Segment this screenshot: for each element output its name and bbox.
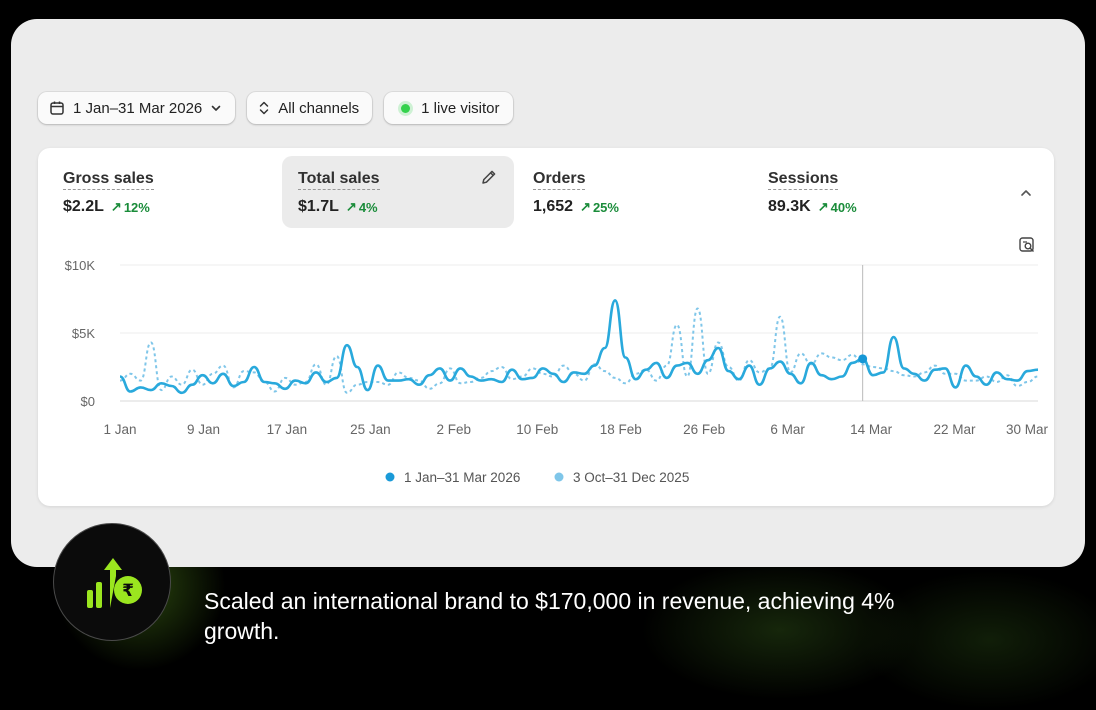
svg-text:₹: ₹ <box>122 581 134 601</box>
x-tick-label: 25 Jan <box>350 422 391 437</box>
metric-delta: ↗ 40% <box>818 199 857 215</box>
x-tick-label: 6 Mar <box>770 422 805 437</box>
arrow-up-right-icon: ↗ <box>345 199 357 214</box>
x-tick-label: 17 Jan <box>267 422 308 437</box>
metric-value: $2.2L <box>63 198 104 215</box>
metric-label: Total sales <box>298 170 380 190</box>
series-line-previous <box>119 307 1039 394</box>
date-range-picker[interactable]: 1 Jan–31 Mar 2026 <box>38 92 236 124</box>
legend-marker <box>385 472 395 482</box>
channel-selector[interactable]: All channels <box>247 92 373 124</box>
sales-chart-card: Gross sales $2.2L ↗ 12% Total sales $1.7L… <box>38 148 1054 506</box>
x-tick-label: 30 Mar <box>1006 422 1049 437</box>
legend-label: 3 Oct–31 Dec 2025 <box>573 470 689 485</box>
metric-total-sales[interactable]: Total sales $1.7L ↗ 4% <box>282 156 514 228</box>
x-tick-label: 9 Jan <box>187 422 220 437</box>
channel-label: All channels <box>278 99 360 117</box>
metric-gross-sales[interactable]: Gross sales $2.2L ↗ 12% <box>47 156 279 228</box>
legend-marker <box>554 472 564 482</box>
x-tick-label: 14 Mar <box>850 422 893 437</box>
arrow-up-right-icon: ↗ <box>110 199 122 214</box>
x-tick-label: 2 Feb <box>437 422 472 437</box>
metric-label: Gross sales <box>63 170 154 190</box>
arrow-up-right-icon: ↗ <box>580 199 591 214</box>
live-visitors-label: 1 live visitor <box>421 99 500 117</box>
metric-delta: ↗ 4% <box>346 199 378 215</box>
metric-label: Orders <box>533 170 586 190</box>
x-tick-label: 10 Feb <box>516 422 558 437</box>
arrow-up-right-icon: ↗ <box>817 199 829 214</box>
calendar-icon <box>49 100 65 116</box>
legend-label: 1 Jan–31 Mar 2026 <box>404 470 520 485</box>
y-tick-label: $10K <box>65 258 96 273</box>
y-tick-label: $0 <box>81 394 95 409</box>
chart-zoom-icon[interactable] <box>1018 236 1036 259</box>
analytics-screenshot: 1 Jan–31 Mar 2026 All channels 1 live vi… <box>11 19 1085 567</box>
date-range-label: 1 Jan–31 Mar 2026 <box>73 99 203 117</box>
metric-delta-value: 40% <box>830 199 857 215</box>
filter-toolbar: 1 Jan–31 Mar 2026 All channels 1 live vi… <box>38 92 513 124</box>
chevron-up-icon[interactable] <box>1019 186 1033 205</box>
metric-delta: ↗ 12% <box>111 199 150 215</box>
metric-value: 89.3K <box>768 198 811 215</box>
x-tick-label: 26 Feb <box>683 422 725 437</box>
sort-icon <box>258 100 270 116</box>
series-line-current <box>119 299 1039 395</box>
metric-value: 1,652 <box>533 198 574 215</box>
sales-line-chart: $10K $5K $0 1 Jan 9 Jan 17 Jan 25 Jan 2 Feb 10 F… <box>65 258 1049 485</box>
metric-orders[interactable]: Orders 1,652 ↗ 25% <box>517 156 749 228</box>
y-tick-label: $5K <box>72 326 95 341</box>
growth-badge: ₹ <box>53 523 171 641</box>
rupee-growth-icon: ₹ <box>87 558 142 608</box>
x-tick-label: 1 Jan <box>103 422 136 437</box>
metric-delta: ↗ 25% <box>580 199 619 215</box>
chevron-down-icon <box>210 102 222 114</box>
tagline: Scaled an international brand to $170,00… <box>204 588 895 644</box>
live-visitors-button[interactable]: 1 live visitor <box>384 92 513 124</box>
metric-delta-value: 12% <box>123 199 150 215</box>
hover-point[interactable] <box>858 354 868 364</box>
pencil-icon[interactable] <box>480 168 498 191</box>
metric-sessions[interactable]: Sessions 89.3K ↗ 40% <box>752 156 984 228</box>
metric-label: Sessions <box>768 170 839 190</box>
metric-delta-value: 25% <box>592 199 619 215</box>
metric-value: $1.7L <box>298 198 339 215</box>
x-tick-label: 18 Feb <box>600 422 642 437</box>
live-status-dot <box>401 103 411 113</box>
metric-delta-value: 4% <box>358 199 378 215</box>
x-tick-label: 22 Mar <box>934 422 977 437</box>
